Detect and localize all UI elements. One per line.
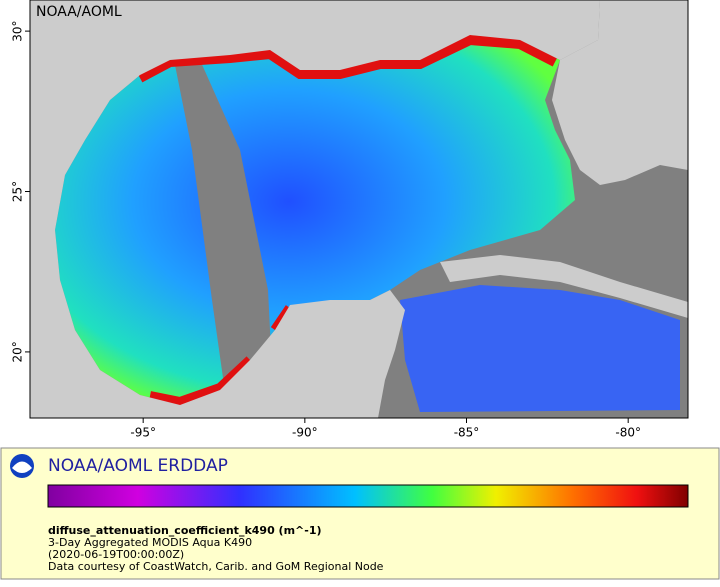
caribbean-data xyxy=(400,285,680,412)
ocean-data xyxy=(55,35,575,405)
legend-panel xyxy=(0,447,720,580)
logo-bird xyxy=(12,461,32,473)
x-tick-label: -90° xyxy=(292,426,318,440)
y-tick-label: 20° xyxy=(11,341,25,362)
legend-line: 3-Day Aggregated MODIS Aqua K490 xyxy=(48,536,252,549)
land xyxy=(30,0,600,418)
x-tick-label: -85° xyxy=(454,426,480,440)
x-tick-label: -95° xyxy=(130,426,156,440)
legend-title: NOAA/AOML ERDDAP xyxy=(48,456,228,476)
map: NOAA/AOML xyxy=(29,0,689,419)
x-tick-label: -80° xyxy=(615,426,641,440)
map-label: NOAA/AOML xyxy=(36,4,122,20)
y-tick-label: 25° xyxy=(11,181,25,202)
legend: NOAA/AOML ERDDAP diffuse_attenuation_coe… xyxy=(0,447,720,580)
legend-line: Data courtesy of CoastWatch, Carib. and … xyxy=(48,560,384,573)
variable-name: diffuse_attenuation_coefficient_k490 (m^… xyxy=(48,524,322,537)
y-tick-label: 30° xyxy=(11,20,25,41)
map-frame xyxy=(29,0,689,419)
swath-gap xyxy=(172,50,272,392)
cuba xyxy=(440,255,688,318)
legend-line: (2020-06-19T00:00:00Z) xyxy=(48,548,184,561)
florida xyxy=(552,0,688,185)
colorbar xyxy=(47,484,689,508)
